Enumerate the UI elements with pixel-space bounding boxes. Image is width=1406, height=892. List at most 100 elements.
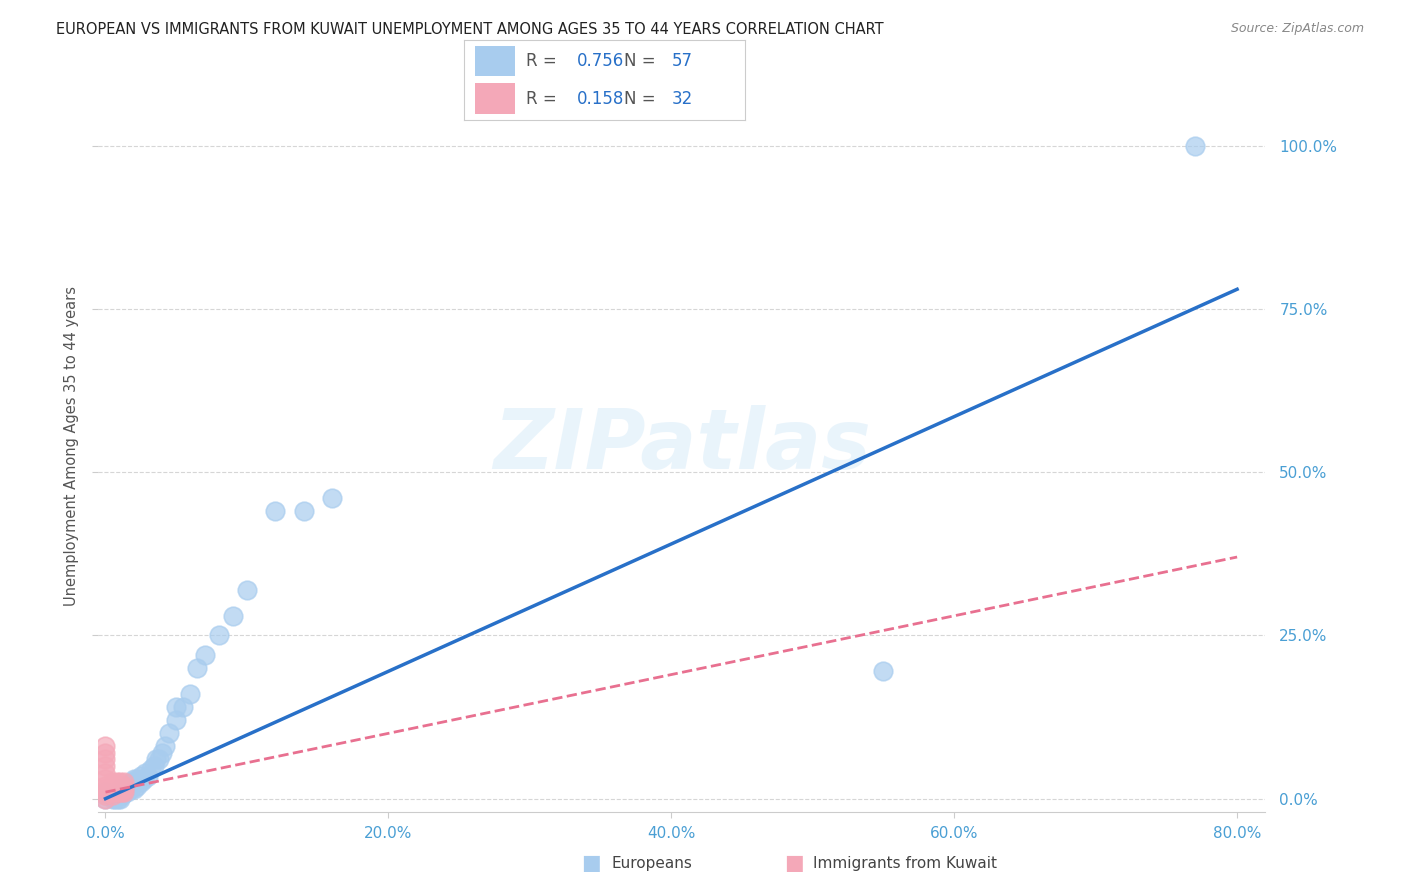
Text: 0.158: 0.158 — [576, 90, 624, 108]
Point — [112, 781, 135, 796]
Y-axis label: Unemployment Among Ages 35 to 44 years: Unemployment Among Ages 35 to 44 years — [65, 286, 79, 606]
Text: ■: ■ — [581, 854, 600, 873]
Point — [111, 789, 134, 803]
Point — [101, 781, 124, 796]
Text: R =: R = — [526, 90, 562, 108]
Point — [105, 785, 128, 799]
Point — [108, 781, 131, 796]
Point — [104, 781, 127, 796]
Point — [186, 661, 208, 675]
Point — [193, 648, 215, 662]
Text: 57: 57 — [672, 53, 693, 70]
Point — [111, 785, 134, 799]
Point — [139, 762, 162, 776]
Point — [108, 775, 131, 789]
Point — [125, 779, 148, 793]
Point — [117, 781, 139, 796]
Point — [129, 775, 152, 789]
Point — [94, 785, 117, 799]
Point — [872, 665, 894, 679]
Point — [94, 781, 117, 796]
Point — [108, 785, 131, 799]
Point — [105, 781, 128, 796]
Point — [104, 787, 127, 801]
Point — [104, 791, 127, 805]
Point — [101, 789, 124, 803]
Point — [94, 765, 117, 780]
Text: 32: 32 — [672, 90, 693, 108]
Point — [165, 700, 187, 714]
Point — [132, 772, 155, 786]
Text: Europeans: Europeans — [612, 856, 693, 871]
Point — [118, 779, 141, 793]
Text: EUROPEAN VS IMMIGRANTS FROM KUWAIT UNEMPLOYMENT AMONG AGES 35 TO 44 YEARS CORREL: EUROPEAN VS IMMIGRANTS FROM KUWAIT UNEMP… — [56, 22, 884, 37]
Point — [104, 785, 127, 799]
Point — [94, 772, 117, 786]
Point — [94, 789, 117, 803]
Point — [94, 752, 117, 766]
Point — [112, 775, 135, 789]
Point — [111, 781, 134, 796]
Text: R =: R = — [526, 53, 562, 70]
Point — [292, 504, 315, 518]
Point — [264, 504, 287, 518]
Point — [101, 775, 124, 789]
Point — [150, 746, 173, 760]
Point — [208, 628, 231, 642]
Text: Source: ZipAtlas.com: Source: ZipAtlas.com — [1230, 22, 1364, 36]
Point — [94, 789, 117, 803]
Point — [122, 781, 145, 796]
Point — [157, 726, 180, 740]
Point — [1184, 138, 1206, 153]
Point — [179, 687, 201, 701]
Text: N =: N = — [624, 53, 661, 70]
Text: Immigrants from Kuwait: Immigrants from Kuwait — [813, 856, 997, 871]
Point — [105, 779, 128, 793]
Point — [165, 714, 187, 728]
Point — [94, 785, 117, 799]
Point — [145, 752, 167, 766]
Point — [94, 739, 117, 754]
Point — [94, 746, 117, 760]
Point — [115, 780, 138, 794]
Point — [108, 781, 131, 796]
Point — [172, 700, 194, 714]
Point — [321, 491, 343, 506]
Point — [101, 791, 124, 805]
Point — [129, 769, 152, 783]
Point — [112, 785, 135, 799]
Point — [108, 789, 131, 803]
Point — [153, 739, 176, 754]
Point — [136, 769, 159, 783]
Point — [108, 779, 131, 793]
Point — [94, 779, 117, 793]
Point — [142, 759, 165, 773]
Point — [107, 791, 129, 805]
Point — [101, 789, 124, 803]
Point — [94, 791, 117, 805]
Point — [112, 781, 135, 796]
Point — [112, 779, 135, 793]
Point — [125, 772, 148, 786]
Point — [236, 582, 259, 597]
Point — [94, 759, 117, 773]
Text: N =: N = — [624, 90, 661, 108]
Point — [122, 772, 145, 786]
Point — [222, 608, 245, 623]
Point — [134, 765, 156, 780]
Point — [148, 752, 170, 766]
Point — [101, 779, 124, 793]
Point — [105, 789, 128, 803]
Point — [108, 785, 131, 799]
Point — [114, 784, 136, 798]
Bar — [475, 45, 515, 77]
Point — [94, 791, 117, 805]
Point — [101, 785, 124, 799]
Point — [105, 775, 128, 789]
Point — [107, 787, 129, 801]
Bar — [475, 84, 515, 114]
Point — [120, 781, 142, 796]
Point — [115, 785, 138, 799]
Point — [122, 775, 145, 789]
Text: 0.756: 0.756 — [576, 53, 624, 70]
